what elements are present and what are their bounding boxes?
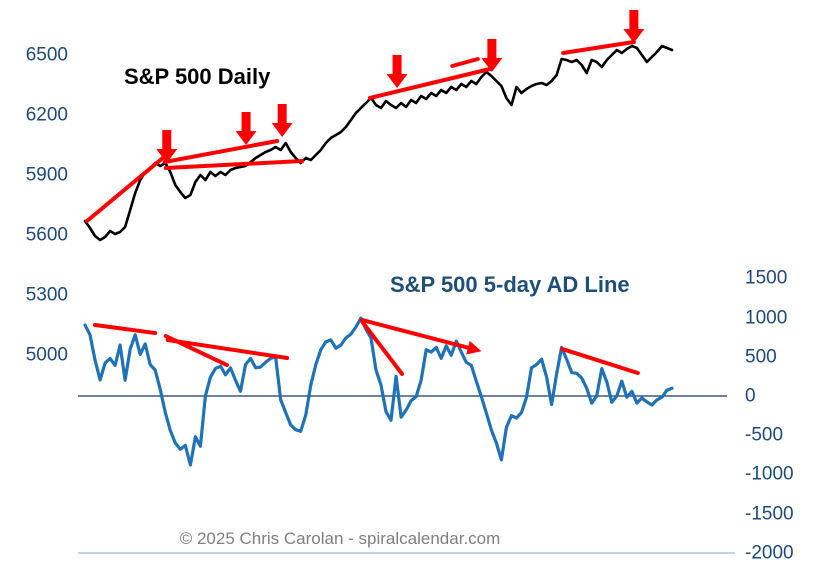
trendline — [367, 67, 492, 100]
axis-tick-label: 6500 — [25, 44, 68, 66]
top-chart-title: S&P 500 Daily — [124, 64, 271, 89]
axis-tick-label: 1500 — [745, 267, 788, 289]
trendline — [162, 139, 280, 164]
axis-tick-label: 5900 — [25, 164, 68, 186]
axis-tick-label: -1000 — [745, 463, 794, 485]
axis-tick-label: -500 — [745, 424, 784, 446]
trendline — [85, 156, 165, 223]
trendline — [560, 346, 640, 376]
trendline — [360, 319, 405, 376]
axis-tick-label: -2000 — [745, 542, 794, 564]
trendline — [450, 57, 480, 68]
down-arrow-icon — [235, 112, 257, 145]
down-arrow-icon — [481, 39, 503, 72]
axis-tick-label: 0 — [745, 385, 756, 407]
copyright-text: © 2025 Chris Carolan - spiralcalendar.co… — [179, 529, 501, 548]
left-axis: 6500 6200 5900 5600 5300 5000 — [16, 0, 68, 564]
axis-tick-label: 6200 — [25, 104, 68, 126]
axis-tick-label: -1500 — [745, 503, 794, 525]
axis-tick-label: 5300 — [25, 284, 68, 306]
trend-arrowhead-icon — [466, 340, 482, 355]
ad-line — [83, 316, 674, 467]
axis-tick-label: 500 — [745, 346, 777, 368]
down-arrow-icon — [623, 10, 645, 43]
down-arrow-icon — [271, 104, 293, 137]
right-axis: 1500 1000 500 0 -500 -1000 -1500 -2000 — [745, 0, 807, 564]
axis-tick-label: 5600 — [25, 224, 68, 246]
trendline — [359, 317, 475, 351]
trendline — [561, 40, 636, 55]
trendline — [165, 338, 290, 360]
sp500-line — [83, 44, 674, 242]
axis-tick-label: 5000 — [25, 344, 68, 366]
bottom-chart-title: S&P 500 5-day AD Line — [390, 272, 630, 297]
trendline — [93, 322, 158, 336]
down-arrow-icon — [386, 55, 408, 88]
down-arrow-icon — [156, 130, 178, 163]
axis-tick-label: 1000 — [745, 307, 788, 329]
trendline — [163, 159, 305, 170]
